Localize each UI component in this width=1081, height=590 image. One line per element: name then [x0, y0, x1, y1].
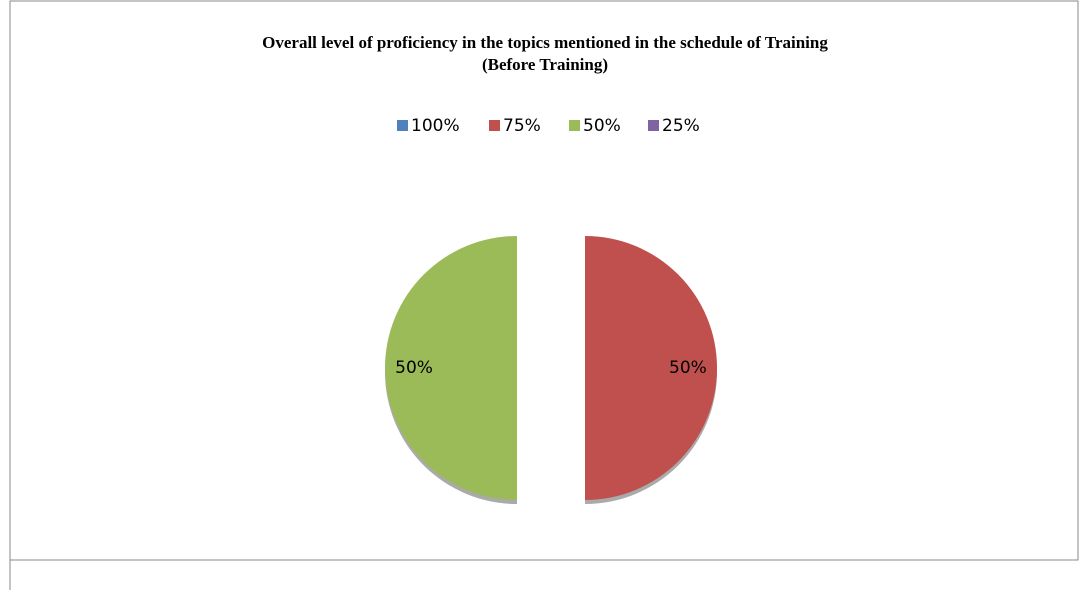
data-label: 50%	[669, 358, 707, 378]
chart-subtitle: (Before Training)	[482, 55, 608, 74]
legend-label: 25%	[662, 116, 700, 136]
legend-label: 100%	[411, 116, 460, 136]
chart-frame	[9, 0, 1079, 561]
legend-swatch	[489, 120, 500, 131]
pie-slice	[585, 236, 717, 500]
legend-swatch	[648, 120, 659, 131]
pie-slice	[385, 236, 517, 500]
legend-swatch	[569, 120, 580, 131]
legend-swatch	[397, 120, 408, 131]
chart-title: Overall level of proficiency in the topi…	[262, 33, 828, 52]
legend-label: 50%	[583, 116, 621, 136]
data-label: 50%	[395, 358, 433, 378]
legend-label: 75%	[503, 116, 541, 136]
